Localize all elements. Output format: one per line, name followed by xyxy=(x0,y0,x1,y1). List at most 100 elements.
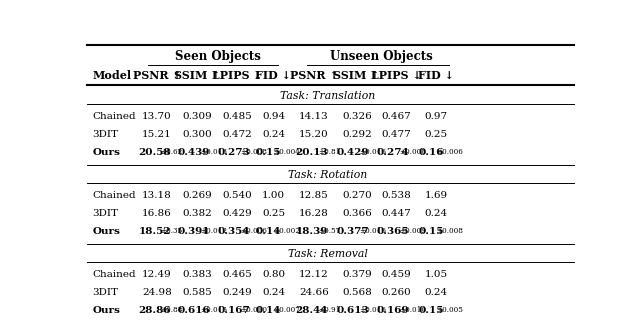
Text: ±0.012: ±0.012 xyxy=(200,227,227,235)
Text: 15.20: 15.20 xyxy=(300,130,329,139)
Text: Task: Rotation: Task: Rotation xyxy=(289,170,367,180)
Text: 0.540: 0.540 xyxy=(223,191,253,200)
Text: 28.44: 28.44 xyxy=(296,306,328,315)
Text: 0.465: 0.465 xyxy=(223,270,253,279)
Text: 0.80: 0.80 xyxy=(262,270,285,279)
Text: ±0.006: ±0.006 xyxy=(436,148,463,156)
Text: LPIPS ↓: LPIPS ↓ xyxy=(371,70,422,81)
Text: 0.274: 0.274 xyxy=(376,148,409,157)
Text: 1.69: 1.69 xyxy=(424,191,448,200)
Text: ±0.81: ±0.81 xyxy=(318,148,340,156)
Text: 0.15: 0.15 xyxy=(256,148,281,157)
Text: 0.24: 0.24 xyxy=(424,288,448,297)
Text: 0.429: 0.429 xyxy=(337,148,369,157)
Text: LPIPS ↓: LPIPS ↓ xyxy=(212,70,263,81)
Text: ±0.016: ±0.016 xyxy=(359,227,386,235)
Text: ±0.005: ±0.005 xyxy=(436,306,463,314)
Text: 16.28: 16.28 xyxy=(300,209,329,218)
Text: 0.269: 0.269 xyxy=(182,191,212,200)
Text: 0.613: 0.613 xyxy=(337,306,369,315)
Text: Seen Objects: Seen Objects xyxy=(175,50,260,63)
Text: 0.326: 0.326 xyxy=(342,112,372,121)
Text: ±0.016: ±0.016 xyxy=(359,148,386,156)
Text: 0.260: 0.260 xyxy=(381,288,412,297)
Text: 0.354: 0.354 xyxy=(218,227,250,236)
Text: 14.13: 14.13 xyxy=(300,112,329,121)
Text: 1.00: 1.00 xyxy=(262,191,285,200)
Text: Unseen Objects: Unseen Objects xyxy=(330,50,433,63)
Text: 0.15: 0.15 xyxy=(419,227,444,236)
Text: 0.429: 0.429 xyxy=(223,209,253,218)
Text: 0.485: 0.485 xyxy=(223,112,253,121)
Text: 3DIT: 3DIT xyxy=(92,130,118,139)
Text: ±0.62: ±0.62 xyxy=(161,148,183,156)
Text: 0.472: 0.472 xyxy=(223,130,253,139)
Text: 0.249: 0.249 xyxy=(223,288,253,297)
Text: ±0.013: ±0.013 xyxy=(200,148,227,156)
Text: Ours: Ours xyxy=(92,227,120,236)
Text: 15.21: 15.21 xyxy=(142,130,172,139)
Text: Task: Removal: Task: Removal xyxy=(288,249,368,259)
Text: 0.270: 0.270 xyxy=(342,191,372,200)
Text: 0.382: 0.382 xyxy=(182,209,212,218)
Text: ±0.35: ±0.35 xyxy=(161,227,183,235)
Text: Task: Translation: Task: Translation xyxy=(280,91,376,101)
Text: 0.25: 0.25 xyxy=(262,209,285,218)
Text: SSIM ↑: SSIM ↑ xyxy=(333,70,380,81)
Text: 0.300: 0.300 xyxy=(182,130,212,139)
Text: 0.24: 0.24 xyxy=(262,288,285,297)
Text: ±0.88: ±0.88 xyxy=(161,306,183,314)
Text: ±0.002: ±0.002 xyxy=(273,227,300,235)
Text: 0.365: 0.365 xyxy=(376,227,409,236)
Text: 0.309: 0.309 xyxy=(182,112,212,121)
Text: 0.477: 0.477 xyxy=(381,130,412,139)
Text: 0.15: 0.15 xyxy=(419,306,444,315)
Text: 0.568: 0.568 xyxy=(342,288,372,297)
Text: ±0.010: ±0.010 xyxy=(399,306,426,314)
Text: 0.24: 0.24 xyxy=(424,209,448,218)
Text: ±0.008: ±0.008 xyxy=(240,148,267,156)
Text: 18.39: 18.39 xyxy=(296,227,328,236)
Text: ±0.004: ±0.004 xyxy=(273,148,300,156)
Text: 0.379: 0.379 xyxy=(342,270,372,279)
Text: ±0.010: ±0.010 xyxy=(240,306,267,314)
Text: Ours: Ours xyxy=(92,306,120,315)
Text: 0.377: 0.377 xyxy=(337,227,369,236)
Text: Model: Model xyxy=(92,70,132,81)
Text: 1.05: 1.05 xyxy=(424,270,448,279)
Text: 0.538: 0.538 xyxy=(381,191,412,200)
Text: 0.24: 0.24 xyxy=(262,130,285,139)
Text: 20.13: 20.13 xyxy=(296,148,328,157)
Text: Chained: Chained xyxy=(92,270,136,279)
Text: 0.14: 0.14 xyxy=(256,306,281,315)
Text: 0.273: 0.273 xyxy=(218,148,250,157)
Text: ±0.007: ±0.007 xyxy=(273,306,300,314)
Text: 0.585: 0.585 xyxy=(182,288,212,297)
Text: PSNR ↑: PSNR ↑ xyxy=(290,70,339,81)
Text: 3DIT: 3DIT xyxy=(92,288,118,297)
Text: 0.14: 0.14 xyxy=(256,227,281,236)
Text: SSIM ↑: SSIM ↑ xyxy=(174,70,221,81)
Text: 0.616: 0.616 xyxy=(178,306,211,315)
Text: ±0.016: ±0.016 xyxy=(359,306,386,314)
Text: ±0.009: ±0.009 xyxy=(399,227,426,235)
Text: FID ↓: FID ↓ xyxy=(418,70,454,81)
Text: Ours: Ours xyxy=(92,148,120,157)
Text: 0.167: 0.167 xyxy=(218,306,251,315)
Text: PSNR ↑: PSNR ↑ xyxy=(132,70,181,81)
Text: 0.25: 0.25 xyxy=(424,130,448,139)
Text: 18.52: 18.52 xyxy=(138,227,171,236)
Text: ±0.015: ±0.015 xyxy=(200,306,227,314)
Text: 13.18: 13.18 xyxy=(142,191,172,200)
Text: 3DIT: 3DIT xyxy=(92,209,118,218)
Text: ±0.006: ±0.006 xyxy=(240,227,267,235)
Text: ±0.91: ±0.91 xyxy=(318,306,340,314)
Text: Chained: Chained xyxy=(92,112,136,121)
Text: ±0.008: ±0.008 xyxy=(436,227,463,235)
Text: 0.366: 0.366 xyxy=(342,209,372,218)
Text: 0.16: 0.16 xyxy=(419,148,444,157)
Text: ±0.57: ±0.57 xyxy=(318,227,340,235)
Text: 12.49: 12.49 xyxy=(142,270,172,279)
Text: 16.86: 16.86 xyxy=(142,209,172,218)
Text: 12.85: 12.85 xyxy=(300,191,329,200)
